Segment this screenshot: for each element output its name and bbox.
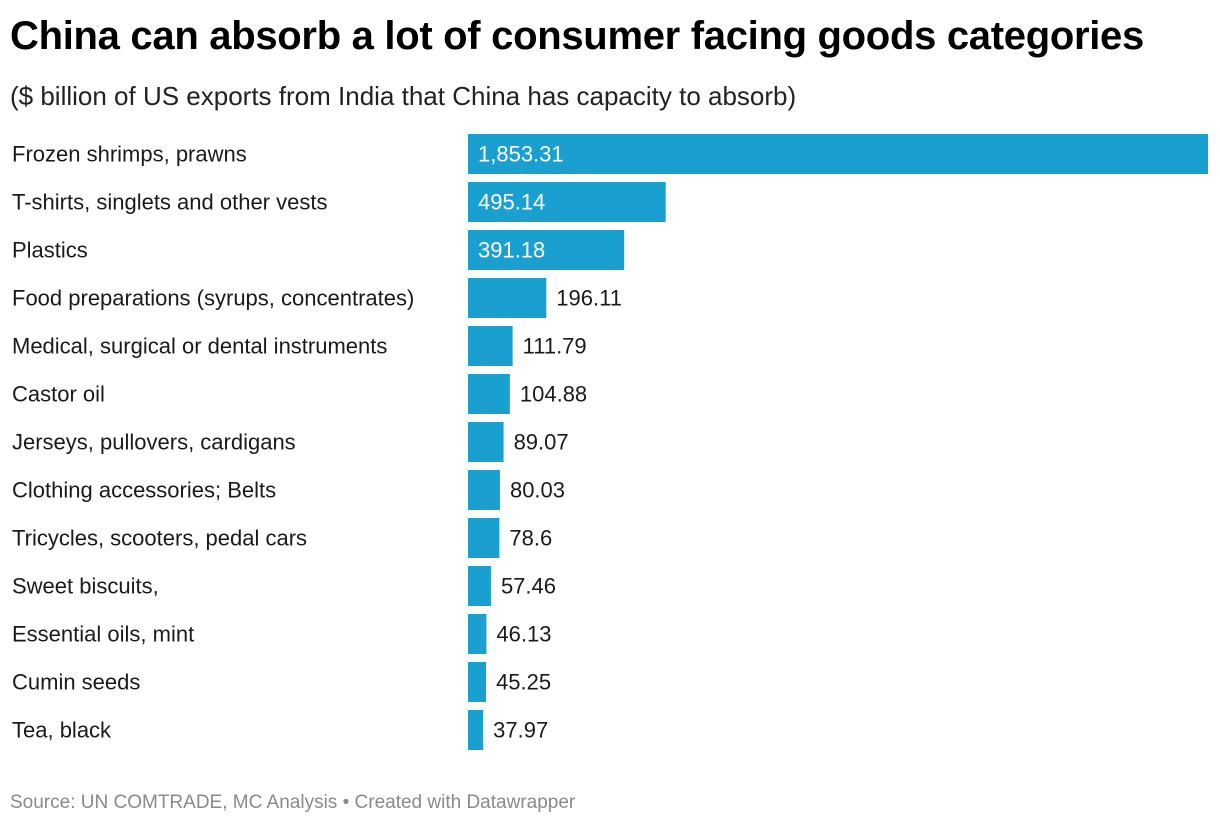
category-label: Clothing accessories; Belts bbox=[12, 478, 276, 503]
credit-text: Created with Datawrapper bbox=[354, 792, 576, 813]
bar bbox=[468, 374, 510, 414]
value-label: 196.11 bbox=[556, 286, 622, 311]
bar-chart: Frozen shrimps, prawns 1,853.31 T-shirts, … bbox=[12, 134, 1208, 750]
chart-title: China can absorb a lot of consumer facin… bbox=[10, 14, 1144, 58]
bar bbox=[468, 662, 487, 702]
value-label: 495.14 bbox=[478, 190, 545, 215]
category-label: Tea, black bbox=[12, 718, 112, 743]
source-text: UN COMTRADE, MC Analysis bbox=[80, 792, 338, 813]
bar bbox=[468, 230, 625, 270]
bar bbox=[468, 710, 484, 750]
bar bbox=[468, 566, 491, 606]
category-label: Sweet biscuits, bbox=[12, 574, 159, 599]
value-label: 1,853.31 bbox=[478, 142, 564, 167]
value-label: 57.46 bbox=[501, 574, 556, 599]
bar bbox=[468, 326, 513, 366]
value-label: 391.18 bbox=[478, 238, 545, 263]
value-label: 111.79 bbox=[523, 334, 587, 359]
category-label: Plastics bbox=[12, 238, 88, 263]
category-label: Jerseys, pullovers, cardigans bbox=[12, 430, 296, 455]
value-label: 46.13 bbox=[496, 622, 551, 647]
category-label: Castor oil bbox=[12, 382, 105, 407]
bar bbox=[468, 134, 1208, 174]
category-label: Food preparations (syrups, concentrates) bbox=[12, 286, 414, 311]
chart-subtitle: ($ billion of US exports from India that… bbox=[10, 81, 797, 111]
chart-footer: Source: UN COMTRADE, MC Analysis • Creat… bbox=[10, 790, 575, 816]
value-label: 104.88 bbox=[520, 382, 587, 407]
value-label: 78.6 bbox=[509, 526, 552, 551]
source-prefix: Source: bbox=[10, 792, 76, 813]
value-label: 89.07 bbox=[514, 430, 569, 455]
footer-separator: • bbox=[342, 792, 350, 813]
bar bbox=[468, 470, 500, 510]
category-label: Medical, surgical or dental instruments bbox=[12, 334, 387, 359]
value-label: 80.03 bbox=[510, 478, 565, 503]
bar bbox=[468, 422, 504, 462]
bar bbox=[468, 182, 666, 222]
bar bbox=[468, 518, 500, 558]
category-label: Frozen shrimps, prawns bbox=[12, 142, 247, 167]
category-label: Essential oils, mint bbox=[12, 622, 194, 647]
category-label: Tricycles, scooters, pedal cars bbox=[12, 526, 307, 551]
category-label: Cumin seeds bbox=[12, 670, 140, 695]
category-label: T-shirts, singlets and other vests bbox=[12, 190, 327, 215]
bar bbox=[468, 614, 487, 654]
value-label: 37.97 bbox=[493, 718, 548, 743]
bar bbox=[468, 278, 547, 318]
value-label: 45.25 bbox=[496, 670, 551, 695]
